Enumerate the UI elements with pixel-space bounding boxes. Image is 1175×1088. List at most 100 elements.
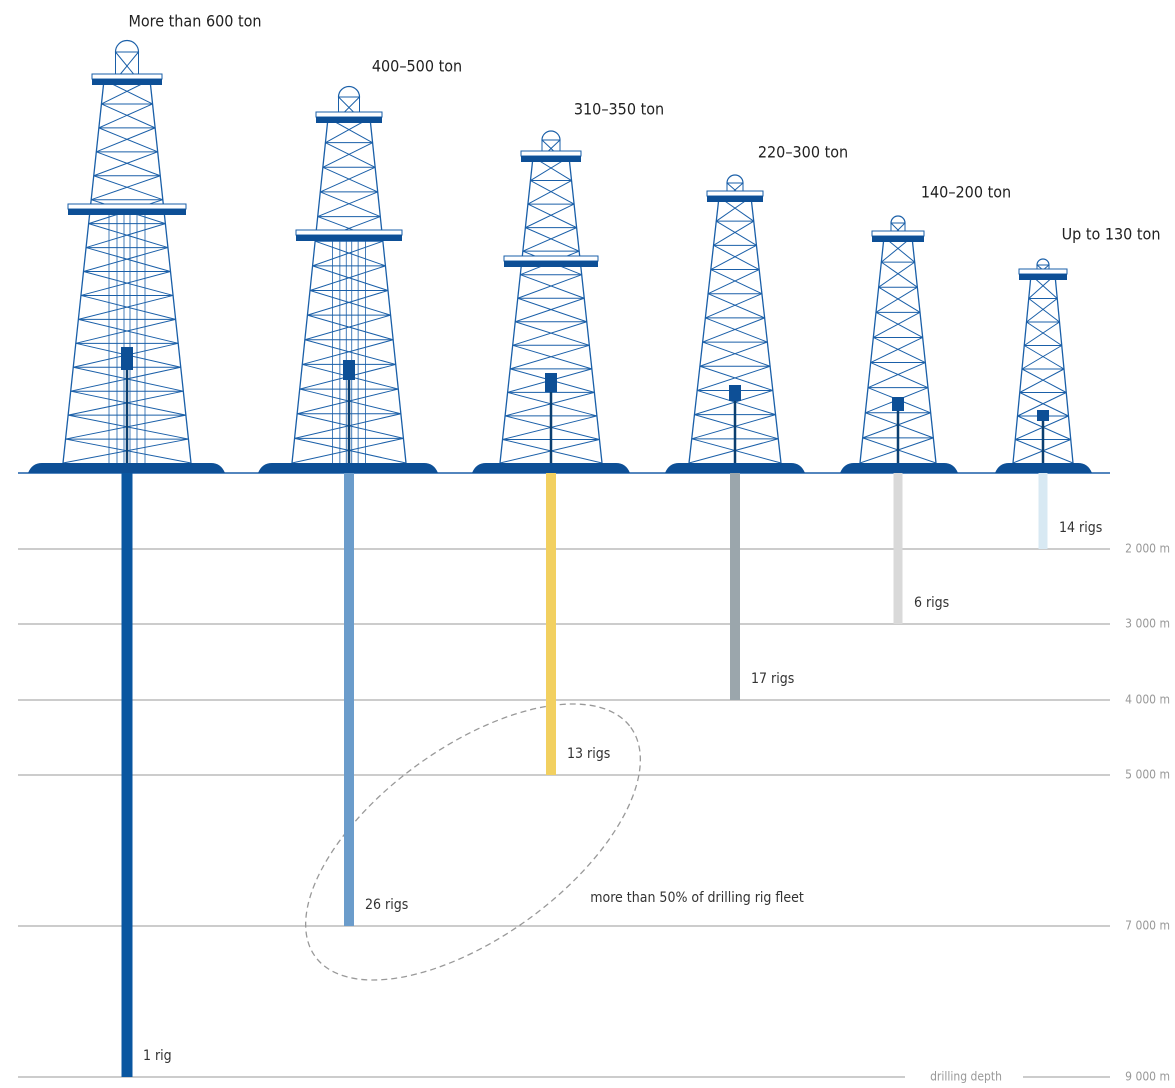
derrick-beam bbox=[568, 156, 603, 464]
kelly bbox=[545, 373, 557, 392]
derrick-beam bbox=[499, 156, 534, 464]
derrick-beam bbox=[705, 317, 768, 343]
y-tick-label: 7 000 m bbox=[1125, 919, 1170, 933]
derrick-beam bbox=[322, 166, 378, 193]
category-label: 140–200 ton bbox=[921, 183, 1011, 202]
y-tick-label: 2 000 m bbox=[1125, 542, 1170, 556]
rig-pad bbox=[258, 463, 438, 473]
derrick-beam bbox=[1019, 392, 1069, 417]
derrick-beam bbox=[515, 297, 585, 323]
derrick-beam bbox=[504, 415, 600, 440]
derrick-beam bbox=[530, 180, 575, 205]
kelly bbox=[892, 397, 904, 411]
platform bbox=[504, 261, 598, 267]
derrick-beam bbox=[512, 344, 592, 370]
derrick-beam bbox=[85, 247, 171, 272]
derrick-beam bbox=[522, 227, 577, 252]
platform bbox=[706, 190, 764, 197]
derrick-beam bbox=[88, 223, 169, 249]
kelly bbox=[729, 385, 741, 401]
bar bbox=[546, 473, 556, 775]
derrick-beam bbox=[93, 175, 163, 201]
platform bbox=[520, 150, 582, 157]
derrick-beam bbox=[73, 366, 184, 392]
derrick-beam bbox=[859, 236, 885, 464]
bar bbox=[893, 473, 903, 624]
derrick-beam bbox=[1023, 321, 1060, 346]
annotation: more than 50% of drilling rig fleet bbox=[590, 890, 804, 906]
derrick-beam bbox=[504, 391, 595, 417]
derrick-beam bbox=[867, 362, 926, 389]
derrick-beam bbox=[312, 240, 384, 267]
derrick-beam bbox=[878, 261, 915, 288]
derrick-beam bbox=[78, 294, 174, 320]
derrick-beam bbox=[96, 127, 156, 153]
derrick-beam bbox=[1026, 298, 1058, 323]
derrick-beam bbox=[859, 437, 934, 464]
platform bbox=[1018, 268, 1068, 275]
derrick-beam bbox=[70, 366, 181, 392]
platform bbox=[295, 229, 403, 236]
derrick-beam bbox=[68, 390, 184, 416]
derrick-beam bbox=[710, 269, 763, 295]
derrick-beam bbox=[1021, 368, 1067, 393]
rig-label: 6 rigs bbox=[914, 595, 949, 611]
kelly bbox=[343, 360, 355, 380]
rig-pad bbox=[472, 463, 630, 473]
derrick-beam bbox=[502, 438, 603, 464]
rig-label: 14 rigs bbox=[1059, 520, 1102, 536]
platform bbox=[92, 79, 162, 85]
platform bbox=[872, 236, 924, 242]
derrick-beam bbox=[499, 438, 600, 464]
category-label: 400–500 ton bbox=[372, 57, 462, 76]
derrick-beam bbox=[68, 414, 189, 440]
derrick-beam bbox=[699, 341, 768, 367]
derrick-beam bbox=[304, 339, 396, 365]
derrick-beam bbox=[707, 269, 760, 295]
derrick bbox=[472, 130, 630, 473]
highlight-ellipse bbox=[305, 703, 641, 981]
derrick-beam bbox=[716, 220, 757, 246]
derrick-beam bbox=[98, 103, 153, 129]
y-tick-label: 5 000 m bbox=[1125, 768, 1170, 782]
derrick-beam bbox=[297, 413, 404, 439]
derrick-beam bbox=[322, 142, 373, 168]
derrick-beam bbox=[307, 290, 389, 316]
derrick-beam bbox=[93, 151, 158, 177]
derrick-beam bbox=[520, 274, 585, 299]
derrick-beam bbox=[507, 391, 598, 417]
derrick-beam bbox=[62, 438, 189, 464]
derrick-beam bbox=[314, 240, 386, 267]
derrick-beam bbox=[694, 414, 779, 440]
derrick-beam bbox=[299, 388, 401, 415]
derrick-beam bbox=[1026, 321, 1063, 346]
category-label: More than 600 ton bbox=[128, 12, 261, 31]
derrick-beam bbox=[707, 293, 765, 319]
derrick bbox=[28, 39, 225, 473]
derrick-beam bbox=[1028, 298, 1060, 323]
axis-label: drilling depth bbox=[930, 1070, 1002, 1084]
platform bbox=[68, 209, 186, 215]
derrick-beam bbox=[525, 227, 580, 252]
platform bbox=[316, 117, 382, 123]
category-label: Up to 130 ton bbox=[1062, 225, 1161, 244]
derrick-beam bbox=[1021, 345, 1063, 370]
category-label: 310–350 ton bbox=[574, 100, 664, 119]
derrick-beam bbox=[875, 311, 923, 338]
derrick-beam bbox=[317, 191, 378, 218]
rig-pad bbox=[28, 463, 225, 473]
derrick-beam bbox=[710, 244, 757, 270]
derrick-beam bbox=[862, 412, 931, 439]
derrick-beam bbox=[1017, 392, 1067, 417]
derrick-beam bbox=[515, 321, 590, 346]
derrick-beam bbox=[525, 203, 575, 229]
derrick-beam bbox=[691, 414, 776, 440]
derrick-beam bbox=[304, 314, 391, 341]
derrick-beam bbox=[697, 389, 776, 416]
rig-pad bbox=[665, 463, 805, 473]
derrick-beam bbox=[307, 314, 394, 341]
derrick-beam bbox=[702, 317, 765, 343]
derrick-beam bbox=[512, 321, 587, 346]
derrick-beam bbox=[881, 261, 918, 288]
